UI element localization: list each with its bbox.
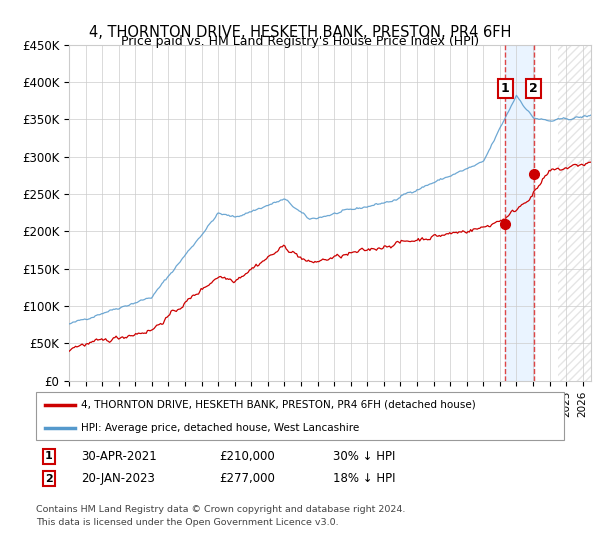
Text: 4, THORNTON DRIVE, HESKETH BANK, PRESTON, PR4 6FH: 4, THORNTON DRIVE, HESKETH BANK, PRESTON… (89, 25, 511, 40)
Bar (558, 45, 591, 381)
Text: HPI: Average price, detached house, West Lancashire: HPI: Average price, detached house, West… (81, 423, 359, 433)
Bar (558, 45, 591, 381)
Text: 1: 1 (501, 82, 510, 95)
Text: £210,000: £210,000 (219, 450, 275, 463)
Text: 20-JAN-2023: 20-JAN-2023 (81, 472, 155, 486)
Text: £277,000: £277,000 (219, 472, 275, 486)
Text: 18% ↓ HPI: 18% ↓ HPI (333, 472, 395, 486)
Text: 2: 2 (45, 474, 53, 484)
Text: Price paid vs. HM Land Registry's House Price Index (HPI): Price paid vs. HM Land Registry's House … (121, 35, 479, 48)
Text: 30-APR-2021: 30-APR-2021 (81, 450, 157, 463)
Text: 30% ↓ HPI: 30% ↓ HPI (333, 450, 395, 463)
Text: 2: 2 (529, 82, 538, 95)
Bar (505, 45, 534, 381)
Text: 4, THORNTON DRIVE, HESKETH BANK, PRESTON, PR4 6FH (detached house): 4, THORNTON DRIVE, HESKETH BANK, PRESTON… (81, 400, 476, 410)
Text: Contains HM Land Registry data © Crown copyright and database right 2024.
This d: Contains HM Land Registry data © Crown c… (36, 505, 406, 528)
Text: 1: 1 (45, 451, 53, 461)
